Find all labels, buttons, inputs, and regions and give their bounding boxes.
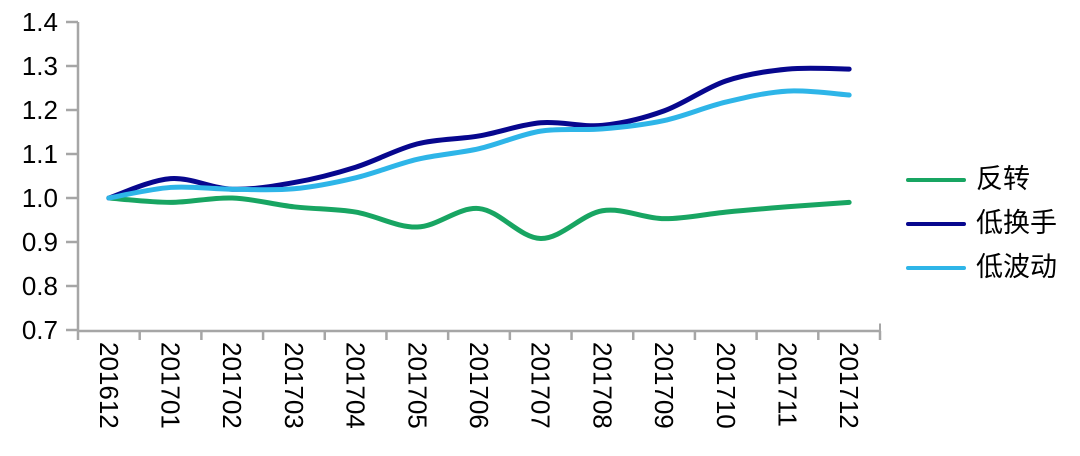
legend-label-low-turnover: 低换手 [976, 208, 1057, 239]
series-line-0 [106, 195, 852, 241]
x-tick-label: 201708 [587, 342, 617, 429]
legend-swatch-low-turnover [906, 222, 966, 226]
legend-label-low-volatility: 低波动 [976, 252, 1057, 283]
x-tick-label: 201702 [217, 342, 247, 429]
x-tick-label: 201701 [156, 342, 186, 429]
legend-item-reversal: 反转 [906, 166, 1057, 194]
y-tick-label: 0.7 [22, 315, 58, 345]
legend-item-low-volatility: 低波动 [906, 254, 1057, 282]
y-tick-label: 1.3 [22, 51, 58, 81]
legend-swatch-reversal [906, 178, 966, 182]
legend-label-reversal: 反转 [976, 164, 1030, 195]
y-tick-label: 1.2 [22, 95, 58, 125]
series-line-1 [106, 65, 852, 201]
series-line-2 [106, 88, 852, 201]
x-tick-label: 201711 [772, 342, 802, 427]
y-tick-label: 1.0 [22, 183, 58, 213]
y-tick-label: 1.4 [22, 7, 58, 37]
y-tick-label: 0.9 [22, 227, 58, 257]
legend-swatch-low-volatility [906, 266, 966, 270]
x-tick-label: 201704 [341, 342, 371, 429]
x-tick-label: 201710 [711, 342, 741, 429]
y-tick-label: 0.8 [22, 271, 58, 301]
x-tick-label: 201712 [834, 342, 864, 429]
x-tick-label: 201707 [526, 342, 556, 429]
x-tick-label: 201705 [402, 342, 432, 429]
legend-item-low-turnover: 低换手 [906, 210, 1057, 238]
chart-legend: 反转 低换手 低波动 [906, 166, 1057, 282]
x-tick-label: 201612 [94, 342, 124, 429]
x-tick-label: 201709 [649, 342, 679, 429]
x-tick-label: 201703 [279, 342, 309, 429]
y-tick-label: 1.1 [22, 139, 58, 169]
x-tick-label: 201706 [464, 342, 494, 429]
